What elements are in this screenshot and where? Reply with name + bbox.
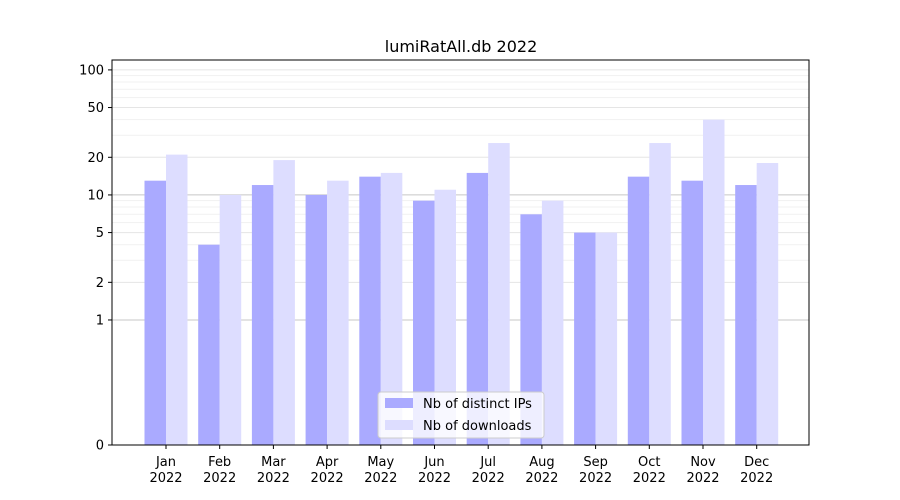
bar-distinct-ips-10 (627, 176, 650, 445)
x-tick-label: Jul 2022 (472, 455, 505, 486)
bar-downloads-5 (380, 172, 403, 445)
x-tick-label: Feb 2022 (203, 455, 236, 486)
bar-distinct-ips-8 (520, 214, 542, 445)
x-tick-label: Mar 2022 (257, 455, 290, 486)
x-tick-label: Sep 2022 (579, 455, 612, 486)
y-tick-label: 10 (87, 188, 104, 203)
legend-label-distinct-ips: Nb of distinct IPs (423, 397, 532, 412)
bar-downloads-6 (434, 189, 456, 445)
plot-frame (111, 59, 810, 446)
y-tick-label: 2 (96, 276, 104, 291)
bar-downloads-11 (703, 119, 725, 446)
bar-distinct-ips-12 (735, 185, 757, 445)
legend: Nb of distinct IPs Nb of downloads (377, 391, 545, 439)
x-tick-label: May 2022 (364, 455, 397, 486)
bar-downloads-1 (166, 154, 188, 446)
y-tick-label: 5 (96, 226, 104, 241)
x-tick-label: Oct 2022 (633, 455, 666, 486)
bar-distinct-ips-3 (251, 185, 274, 445)
bar-distinct-ips-6 (413, 200, 435, 445)
y-axis: 0 1 2 5 10 20 50 100 (79, 63, 112, 454)
y-tick-label: 50 (87, 101, 104, 116)
bar-distinct-ips-11 (681, 180, 703, 445)
bar-downloads-9 (595, 232, 618, 445)
legend-swatch-downloads (385, 420, 413, 430)
bar-distinct-ips-4 (305, 194, 328, 445)
bars (144, 119, 779, 446)
bar-downloads-10 (649, 143, 671, 445)
x-tick-label: Apr 2022 (311, 455, 344, 486)
bar-distinct-ips-9 (574, 232, 596, 445)
bar-distinct-ips-1 (144, 180, 166, 445)
x-tick-label: Jun 2022 (418, 455, 451, 486)
chart-title: lumiRatAll.db 2022 (385, 37, 538, 56)
bar-downloads-4 (327, 180, 349, 445)
x-axis: Jan 2022 Feb 2022 Mar 2022 Apr 2022 May 2022 Jun 20… (149, 445, 773, 486)
bar-distinct-ips-5 (359, 176, 381, 445)
y-tick-label: 1 (96, 313, 104, 328)
x-tick-label: Dec 2022 (740, 455, 773, 486)
bar-downloads-3 (273, 160, 295, 445)
bar-downloads-8 (541, 200, 564, 445)
y-tick-label: 100 (79, 63, 104, 78)
legend-label-downloads: Nb of downloads (423, 419, 532, 434)
x-tick-label: Jan 2022 (149, 455, 182, 486)
bar-downloads-2 (219, 194, 242, 445)
y-tick-label: 20 (87, 151, 104, 166)
bar-distinct-ips-2 (198, 244, 220, 445)
bar-distinct-ips-7 (466, 172, 489, 445)
bar-downloads-12 (756, 163, 779, 445)
x-tick-label: Aug 2022 (525, 455, 558, 486)
y-tick-label: 0 (96, 439, 104, 454)
x-tick-label: Nov 2022 (686, 455, 719, 486)
legend-swatch-distinct-ips (385, 398, 413, 408)
legend-box (377, 391, 545, 439)
bar-downloads-7 (488, 143, 510, 445)
